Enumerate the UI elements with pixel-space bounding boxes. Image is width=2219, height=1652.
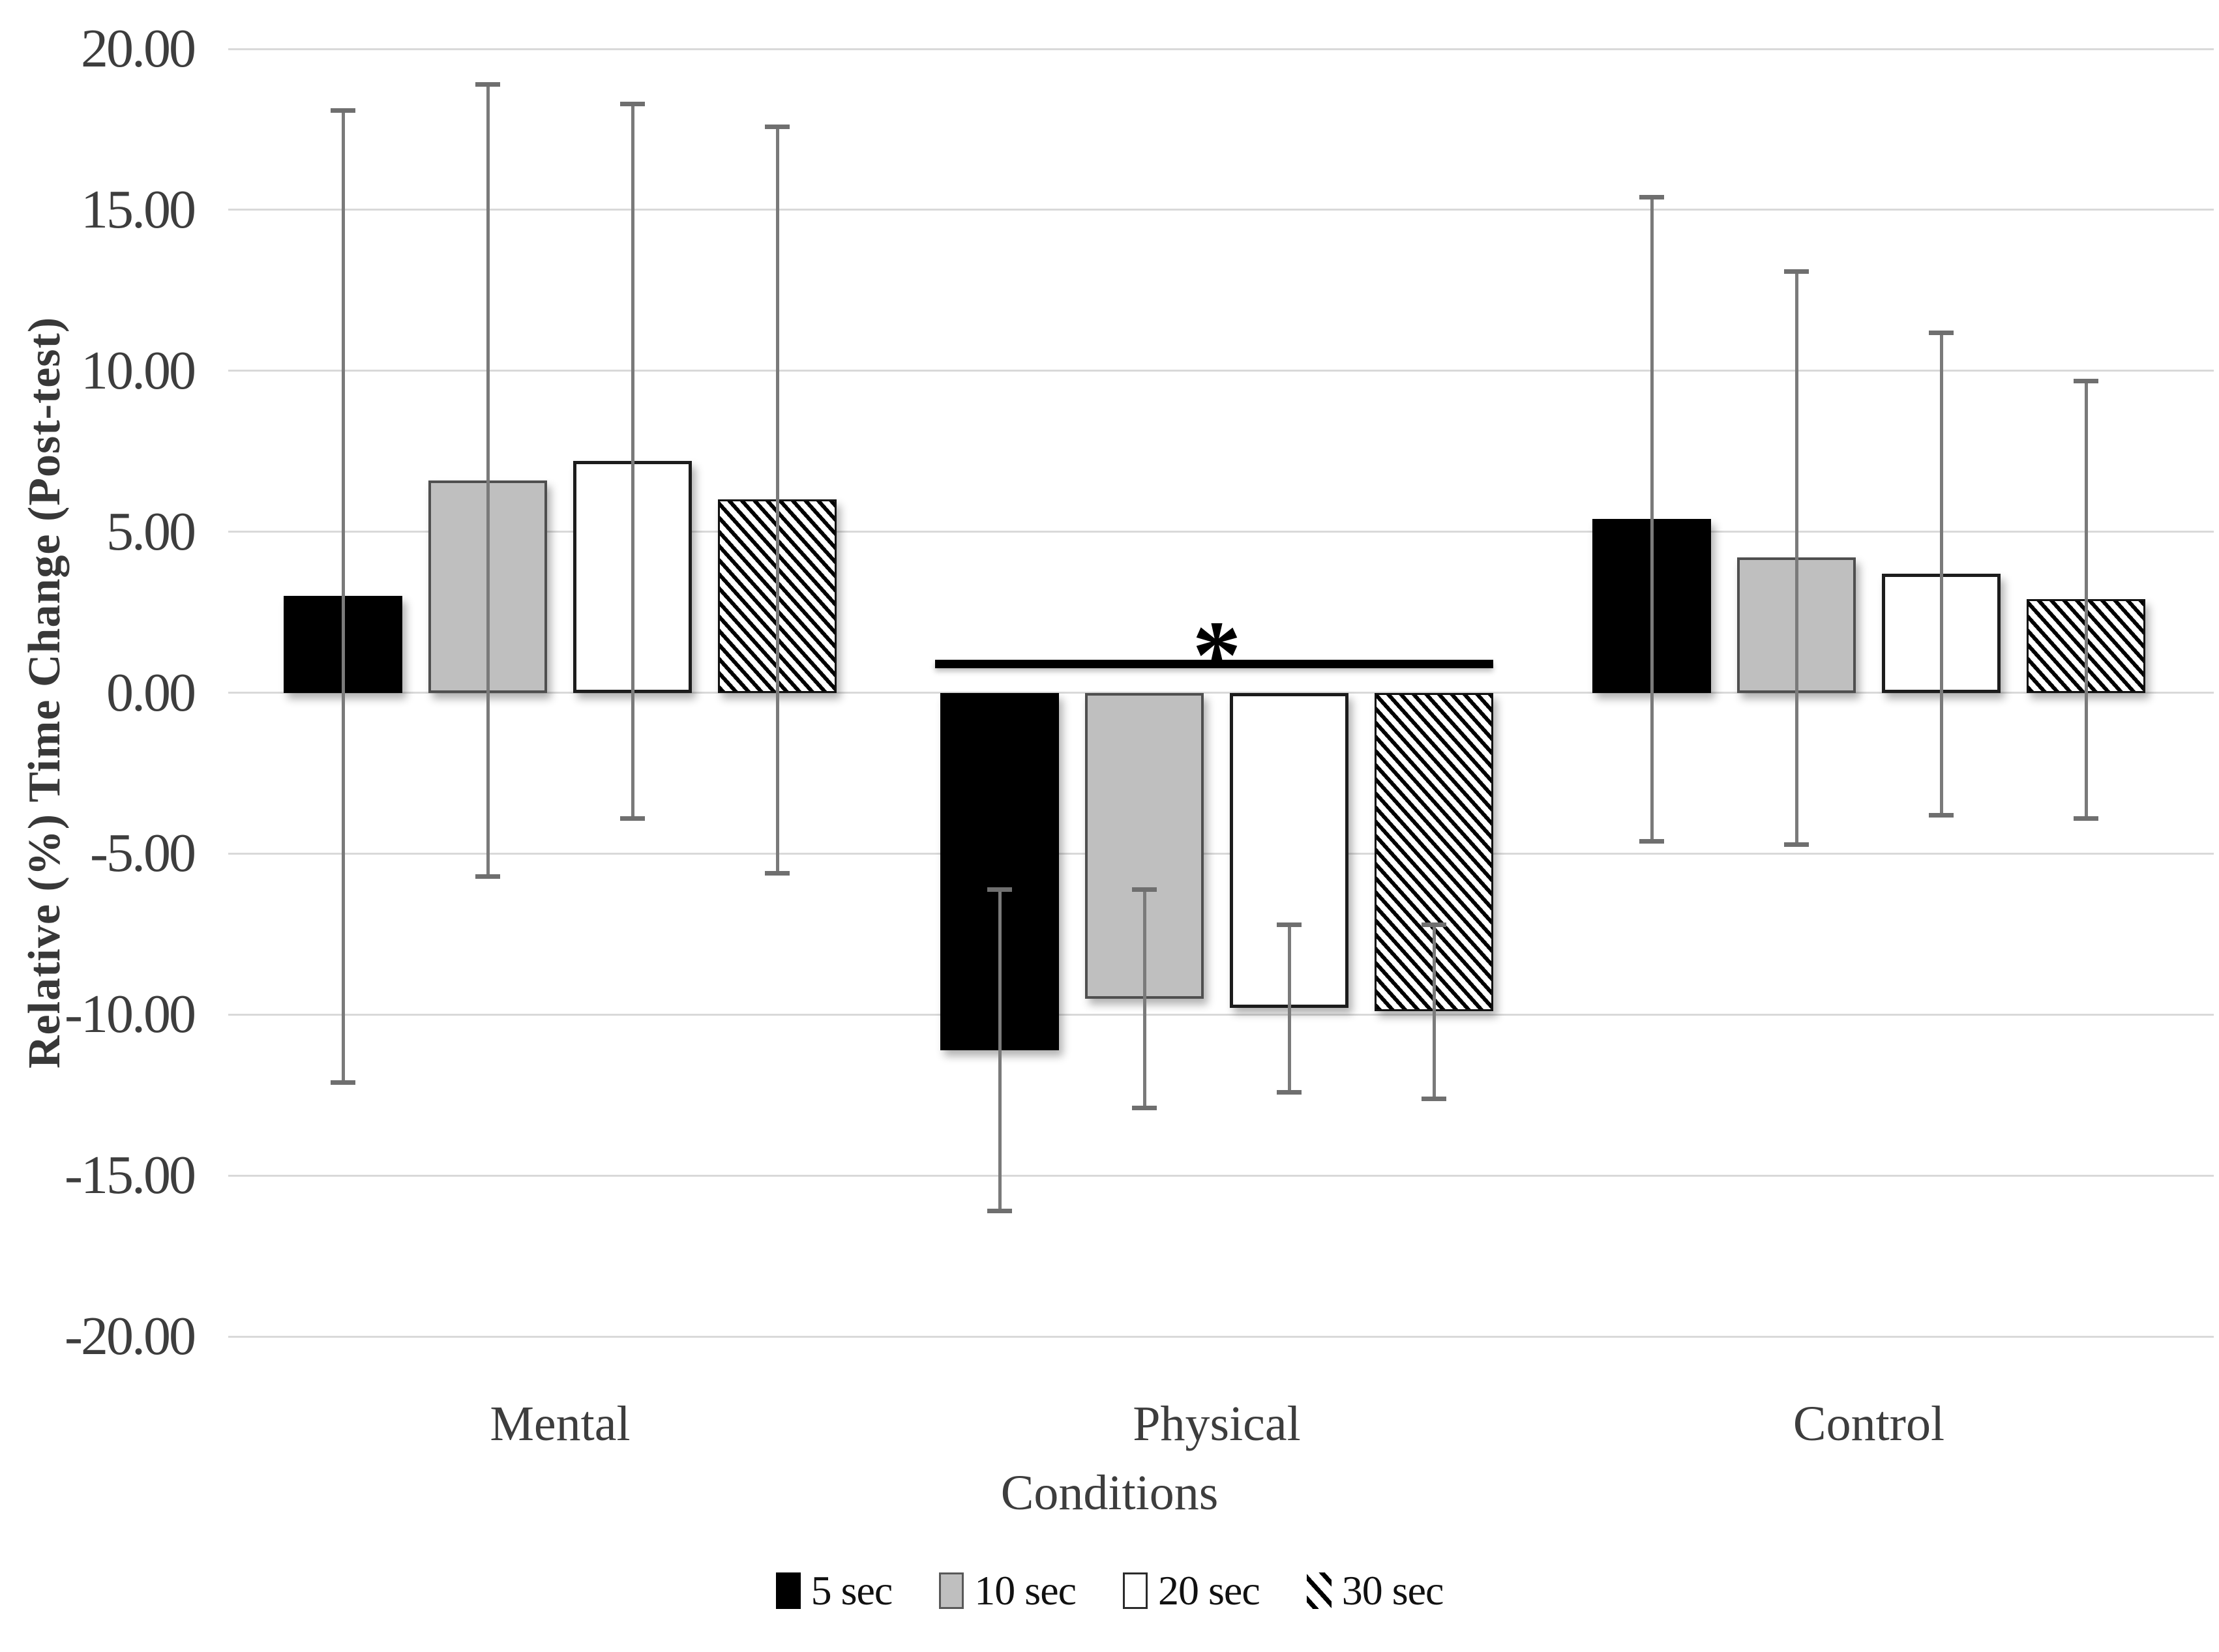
legend-swatch-30-sec-icon	[1306, 1572, 1332, 1609]
error-bar-cap-top-physical-30-sec	[1422, 922, 1446, 927]
y-tick-label-5: 5.00	[106, 501, 196, 562]
significance-asterisk: *	[1192, 601, 1242, 710]
error-bar-control-20-sec	[1939, 332, 1943, 816]
legend: 5 sec 10 sec 20 sec 30 sec	[0, 1570, 2219, 1612]
error-bar-cap-bottom-physical-20-sec	[1277, 1089, 1302, 1095]
error-bar-cap-top-control-5-sec	[1639, 195, 1664, 200]
gridline-0	[228, 692, 2214, 694]
error-bar-cap-top-control-20-sec	[1929, 330, 1954, 335]
significance-line	[935, 660, 1493, 669]
error-bar-cap-top-mental-30-sec	[765, 124, 790, 129]
gridline-20	[228, 48, 2214, 50]
error-bar-control-5-sec	[1650, 197, 1654, 841]
error-bar-cap-top-mental-20-sec	[620, 101, 645, 106]
category-label-physical: Physical	[1133, 1396, 1301, 1451]
legend-swatch-10-sec-icon	[939, 1572, 964, 1609]
error-bar-cap-bottom-mental-10-sec	[475, 874, 500, 879]
y-tick-label-15: 15.00	[81, 179, 196, 240]
error-bar-physical-30-sec	[1432, 924, 1436, 1099]
error-bar-cap-bottom-control-20-sec	[1929, 813, 1954, 818]
gridline--20	[228, 1335, 2214, 1338]
error-bar-physical-5-sec	[998, 889, 1002, 1211]
category-label-mental: Mental	[490, 1396, 631, 1451]
y-tick-label-10: 10.00	[81, 340, 196, 401]
error-bar-cap-bottom-control-5-sec	[1639, 838, 1664, 844]
error-bar-cap-top-control-10-sec	[1784, 269, 1809, 274]
legend-label-10-sec: 10 sec	[974, 1567, 1077, 1614]
error-bar-cap-bottom-mental-5-sec	[331, 1080, 355, 1085]
legend-label-20-sec: 20 sec	[1158, 1567, 1260, 1614]
error-bar-mental-20-sec	[631, 103, 634, 819]
error-bar-control-10-sec	[1795, 271, 1798, 844]
error-bar-cap-bottom-control-30-sec	[2074, 816, 2098, 821]
gridline-15	[228, 209, 2214, 211]
legend-swatch-20-sec-icon	[1123, 1572, 1148, 1609]
error-bar-control-30-sec	[2084, 380, 2088, 819]
error-bar-cap-bottom-physical-10-sec	[1132, 1106, 1157, 1111]
y-tick-label-20: 20.00	[81, 18, 196, 79]
error-bar-physical-20-sec	[1287, 924, 1291, 1092]
y-tick-label--5: -5.00	[90, 823, 196, 884]
y-tick-label--10: -10.00	[65, 984, 196, 1045]
error-bar-cap-top-physical-10-sec	[1132, 887, 1157, 892]
error-bar-cap-top-control-30-sec	[2074, 378, 2098, 383]
gridline-10	[228, 370, 2214, 372]
error-bar-physical-10-sec	[1142, 889, 1146, 1108]
error-bar-mental-5-sec	[341, 110, 345, 1082]
error-bar-cap-top-physical-20-sec	[1277, 922, 1302, 927]
error-bar-mental-10-sec	[486, 84, 490, 876]
error-bar-mental-30-sec	[775, 126, 779, 873]
legend-item-20-sec: 20 sec	[1123, 1570, 1260, 1612]
legend-swatch-5-sec-icon	[775, 1572, 801, 1609]
legend-item-30-sec: 30 sec	[1306, 1567, 1444, 1614]
gridline-5	[228, 531, 2214, 533]
x-axis-title: Conditions	[1000, 1466, 1219, 1520]
y-tick-label--15: -15.00	[65, 1145, 196, 1206]
gridline--5	[228, 852, 2214, 855]
legend-item-5-sec: 5 sec	[775, 1567, 893, 1614]
error-bar-cap-bottom-control-10-sec	[1784, 842, 1809, 847]
legend-item-10-sec: 10 sec	[939, 1567, 1077, 1614]
error-bar-cap-top-physical-5-sec	[987, 887, 1012, 892]
error-bar-cap-bottom-physical-30-sec	[1422, 1096, 1446, 1101]
error-bar-cap-top-mental-10-sec	[475, 82, 500, 87]
gridline--10	[228, 1013, 2214, 1016]
legend-label-5-sec: 5 sec	[811, 1567, 893, 1614]
y-tick-label--20: -20.00	[65, 1306, 196, 1366]
error-bar-cap-top-mental-5-sec	[331, 108, 355, 113]
error-bar-cap-bottom-mental-20-sec	[620, 816, 645, 821]
gridline--15	[228, 1174, 2214, 1177]
category-label-control: Control	[1793, 1396, 1945, 1451]
legend-label-30-sec: 30 sec	[1341, 1567, 1444, 1614]
error-bar-cap-bottom-mental-30-sec	[765, 871, 790, 876]
y-tick-label-0: 0.00	[106, 662, 196, 723]
error-bar-cap-bottom-physical-5-sec	[987, 1209, 1012, 1214]
